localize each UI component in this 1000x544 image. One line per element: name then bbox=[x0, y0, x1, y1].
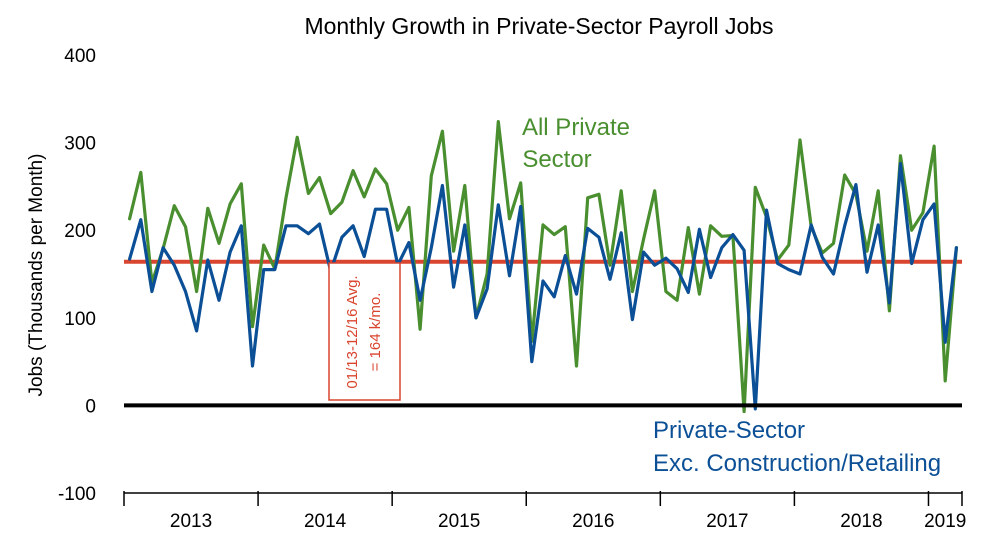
y-tick-label: 100 bbox=[64, 309, 96, 330]
average-annotation-line-2: = 164 k/mo. bbox=[367, 293, 384, 372]
x-axis: 2013 2014 2015 2016 2017 2018 2019 bbox=[123, 491, 966, 532]
series-label-all-line-1: All Private bbox=[522, 114, 630, 141]
y-tick-label: 300 bbox=[64, 134, 96, 155]
y-tick-labels: 400 300 200 100 0 -100 bbox=[58, 46, 96, 505]
x-tick-label: 2017 bbox=[706, 511, 748, 532]
x-tick-label: 2018 bbox=[840, 511, 882, 532]
x-tick-label: 2014 bbox=[304, 511, 347, 532]
average-annotation: 01/13-12/16 Avg. = 164 k/mo. bbox=[328, 262, 401, 401]
series-label-exc-line-2: Exc. Construction/Retailing bbox=[653, 450, 941, 477]
series-label-all-line-2: Sector bbox=[522, 146, 591, 173]
x-tick-label: 2016 bbox=[572, 511, 614, 532]
y-tick-label: 400 bbox=[64, 46, 96, 67]
y-tick-label: -100 bbox=[58, 484, 96, 505]
series-label-exc-line-1: Private-Sector bbox=[653, 417, 805, 444]
average-annotation-line-1: 01/13-12/16 Avg. bbox=[344, 275, 361, 388]
series-line-exc-construction-retailing bbox=[128, 162, 959, 411]
series-labels: All Private Sector Private-Sector Exc. C… bbox=[522, 114, 941, 477]
y-tick-label: 200 bbox=[64, 221, 96, 242]
x-tick-label: 2015 bbox=[438, 511, 480, 532]
average-annotation-box bbox=[328, 262, 401, 401]
x-tick-label: 2013 bbox=[170, 511, 212, 532]
x-tick-label: 2019 bbox=[924, 511, 966, 532]
chart-title: Monthly Growth in Private-Sector Payroll… bbox=[304, 13, 773, 39]
y-tick-label: 0 bbox=[85, 396, 96, 417]
y-axis-label: Jobs (Thousands per Month) bbox=[26, 154, 47, 397]
series-lines bbox=[124, 119, 962, 414]
